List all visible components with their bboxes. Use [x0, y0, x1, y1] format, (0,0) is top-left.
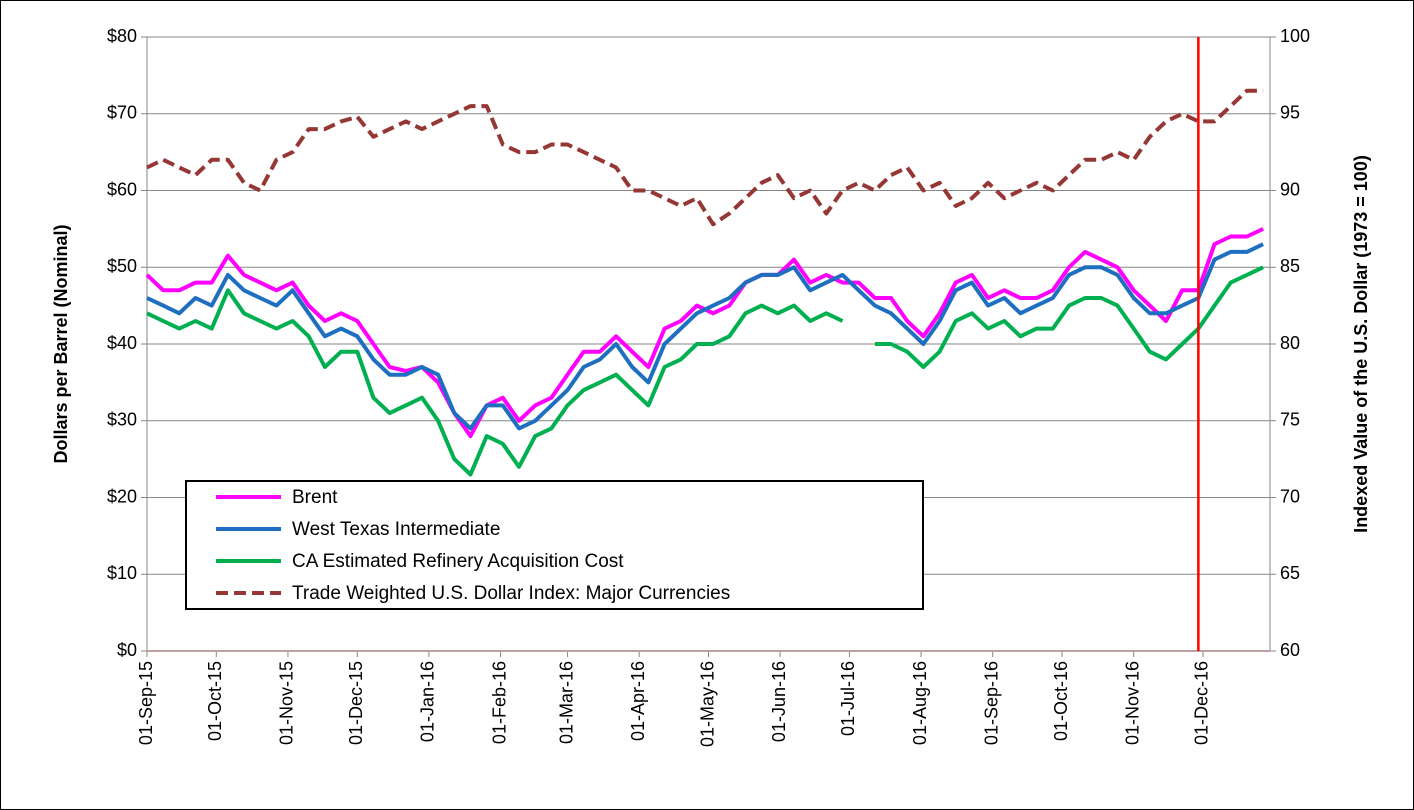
x-tick-label: 01-Jul-16 — [838, 661, 858, 736]
x-tick-label: 01-Nov-16 — [1122, 661, 1142, 745]
x-tick-label: 01-Dec-15 — [346, 661, 366, 745]
y2-tick-label: 100 — [1280, 26, 1310, 46]
x-tick-label: 01-Oct-15 — [205, 661, 225, 741]
legend-box — [185, 480, 924, 610]
x-tick-label: 01-Nov-15 — [277, 661, 297, 745]
x-tick-label: 01-Apr-16 — [628, 661, 648, 741]
x-tick-label: 01-May-16 — [697, 661, 717, 747]
legend-label: Trade Weighted U.S. Dollar Index: Major … — [292, 583, 730, 604]
legend-label: Brent — [292, 487, 338, 508]
y-tick-label: $60 — [107, 179, 137, 199]
y2-tick-label: 75 — [1280, 410, 1300, 430]
y2-tick-label: 70 — [1280, 486, 1300, 506]
y-tick-label: $80 — [107, 26, 137, 46]
y2-tick-label: 85 — [1280, 256, 1300, 276]
series-line — [146, 242, 1264, 431]
y2-axis-title: Indexed Value of the U.S. Dollar (1973 =… — [1351, 155, 1371, 533]
y2-tick-label: 90 — [1280, 179, 1300, 199]
series-line — [146, 88, 1264, 227]
y2-tick-label: 65 — [1280, 563, 1300, 583]
x-tick-label: 01-Mar-16 — [556, 661, 576, 744]
x-tick-label: 01-Jan-16 — [418, 661, 438, 742]
y2-tick-label: 95 — [1280, 103, 1300, 123]
x-tick-label: 01-Feb-16 — [489, 661, 509, 744]
x-tick-label: 01-Jun-16 — [769, 661, 789, 742]
x-tick-label: 01-Sep-16 — [981, 661, 1001, 745]
legend-label: CA Estimated Refinery Acquisition Cost — [292, 551, 624, 572]
x-tick-label: 01-Aug-16 — [910, 661, 930, 745]
y-tick-label: $20 — [107, 486, 137, 506]
x-tick-label: 01-Oct-16 — [1051, 661, 1071, 741]
y-tick-label: $0 — [117, 640, 137, 660]
legend-label: West Texas Intermediate — [292, 519, 500, 540]
y-tick-label: $30 — [107, 410, 137, 430]
y2-tick-label: 60 — [1280, 640, 1300, 660]
y-axis-title: Dollars per Barrel (Nominal) — [51, 224, 71, 463]
x-tick-label: 01-Sep-15 — [136, 661, 156, 745]
x-tick-label: 01-Dec-16 — [1192, 661, 1212, 745]
y-tick-label: $50 — [107, 256, 137, 276]
y-tick-label: $70 — [107, 103, 137, 123]
y2-tick-label: 80 — [1280, 333, 1300, 353]
y-tick-label: $10 — [107, 563, 137, 583]
y-tick-label: $40 — [107, 333, 137, 353]
